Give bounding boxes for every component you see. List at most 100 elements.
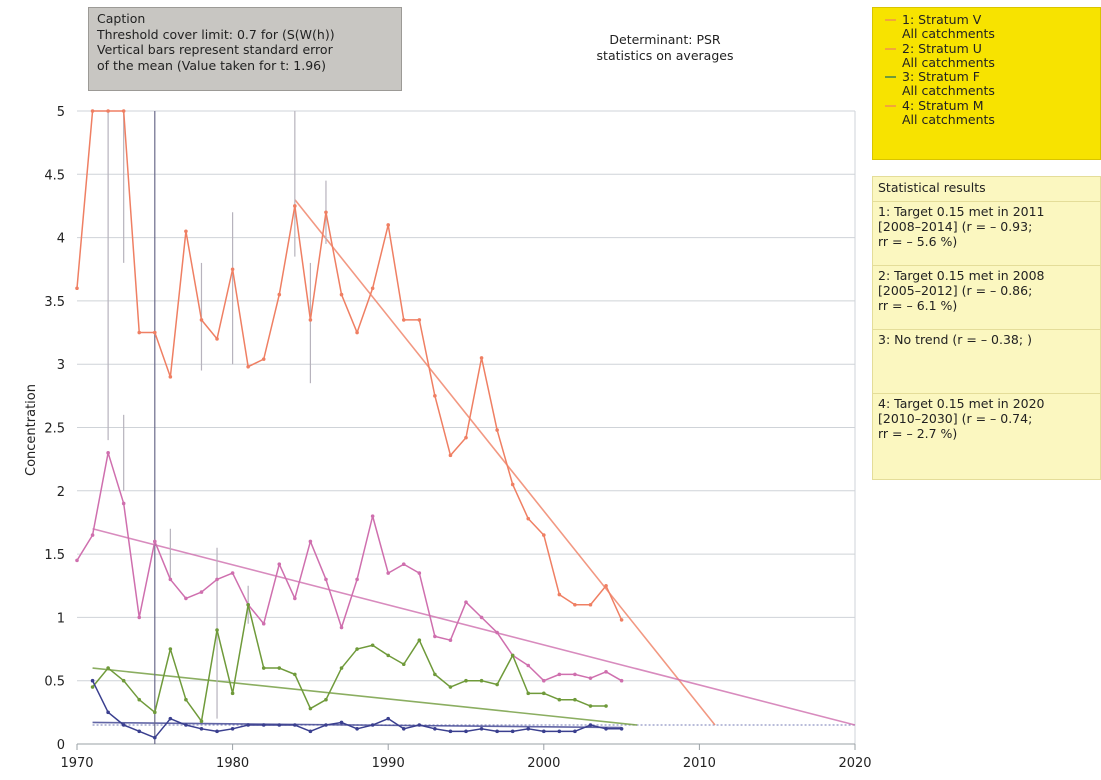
x-tick-label: 1980 xyxy=(216,756,249,771)
legend-item-scope: All catchments xyxy=(902,54,995,70)
legend-item-stratum-u: 2: Stratum U All catchments xyxy=(885,41,1100,71)
legend-swatch xyxy=(885,76,896,79)
data-point xyxy=(339,666,344,670)
data-point xyxy=(75,558,79,563)
legend-item-stratum-v: 1: Stratum V All catchments xyxy=(885,12,1100,42)
data-point xyxy=(308,318,313,322)
data-point xyxy=(199,719,204,724)
chart-axes xyxy=(76,743,856,750)
data-point xyxy=(215,577,219,582)
data-point xyxy=(153,735,157,740)
series-line-1 xyxy=(76,110,623,621)
data-point xyxy=(401,662,406,667)
data-point xyxy=(433,672,437,677)
caption-threshold: Threshold cover limit: 0.7 for (S(W(h)) xyxy=(97,26,335,42)
data-point xyxy=(230,691,235,696)
data-point xyxy=(557,697,562,702)
data-point xyxy=(370,286,375,291)
y-axis-label: Concentration xyxy=(24,384,39,476)
data-point xyxy=(199,590,204,594)
data-point xyxy=(261,621,266,626)
data-point xyxy=(184,723,188,727)
data-point xyxy=(308,539,313,544)
data-point xyxy=(106,710,110,715)
data-point xyxy=(417,318,422,322)
data-point xyxy=(90,685,95,689)
grid-lines xyxy=(77,110,856,745)
stats-result-line: 1: Target 0.15 met in 2011 xyxy=(878,204,1045,219)
data-point xyxy=(184,596,188,601)
data-point xyxy=(542,533,546,537)
data-point xyxy=(464,729,468,734)
data-point xyxy=(526,727,531,731)
statistical-results: Statistical results 1: Target 0.15 met i… xyxy=(872,176,1101,480)
data-point xyxy=(479,356,484,360)
data-point xyxy=(121,678,126,683)
data-point xyxy=(526,663,531,668)
data-point xyxy=(246,364,250,369)
data-point xyxy=(510,729,515,734)
data-point xyxy=(464,435,468,440)
data-point xyxy=(106,451,110,455)
data-point xyxy=(215,628,219,632)
data-point xyxy=(355,647,359,651)
data-point xyxy=(90,533,95,537)
x-tick-label: 2000 xyxy=(527,756,560,771)
data-point xyxy=(542,691,546,696)
determinant-label: Determinant: PSR xyxy=(609,32,721,47)
data-point xyxy=(261,666,266,670)
data-point xyxy=(619,678,624,683)
data-point xyxy=(324,723,328,727)
tick-labels: 0 0.5 1 1.5 2 2.5 3 3.5 4 4.5 5 1970 1980 1990 2000 201… xyxy=(44,105,871,771)
data-point xyxy=(542,678,546,683)
data-point xyxy=(355,330,359,335)
data-point xyxy=(588,676,593,680)
stats-result-4: 4: Target 0.15 met in 2020 [2010–2030] (… xyxy=(873,394,1100,458)
data-point xyxy=(573,602,577,607)
data-point xyxy=(448,453,453,458)
trend-line-1 xyxy=(294,199,716,726)
y-tick-label: 2 xyxy=(57,485,65,500)
data-point xyxy=(495,630,499,635)
data-point xyxy=(588,723,593,727)
stats-result-line: 4: Target 0.15 met in 2020 xyxy=(878,396,1045,411)
data-point xyxy=(168,647,173,651)
data-point xyxy=(153,330,157,335)
data-point xyxy=(479,615,484,620)
data-point xyxy=(433,727,437,731)
data-point xyxy=(495,428,499,432)
legend-item-name: 1: Stratum V xyxy=(902,12,982,27)
data-point xyxy=(604,583,608,588)
data-point xyxy=(526,516,531,521)
data-point xyxy=(417,571,422,575)
data-point xyxy=(573,729,577,734)
data-point xyxy=(557,592,562,597)
data-point xyxy=(401,562,406,567)
data-point xyxy=(153,539,157,544)
legend-swatch xyxy=(885,47,896,50)
data-point xyxy=(277,292,282,297)
data-point xyxy=(246,602,250,607)
legend-item-scope: All catchments xyxy=(902,112,995,128)
data-point xyxy=(557,672,562,677)
data-point xyxy=(199,318,204,322)
data-point xyxy=(277,562,282,567)
legend-item-name: 3: Stratum F xyxy=(902,69,980,85)
data-point xyxy=(106,666,110,670)
data-point xyxy=(588,602,593,607)
x-tick-label: 2010 xyxy=(683,756,716,771)
data-point xyxy=(168,375,173,379)
data-point xyxy=(588,704,593,708)
data-point xyxy=(604,727,608,731)
data-point xyxy=(495,729,499,734)
data-point xyxy=(417,723,422,727)
trend-lines xyxy=(92,199,856,729)
trend-line-3 xyxy=(92,667,638,726)
y-tick-label: 3.5 xyxy=(44,295,65,310)
y-tick-label: 1.5 xyxy=(44,548,65,563)
data-point xyxy=(308,729,313,734)
stats-result-line: 2: Target 0.15 met in 2008 xyxy=(878,268,1045,283)
stats-result-line: [2005–2012] (r = – 0.86; xyxy=(878,283,1033,298)
data-point xyxy=(199,727,204,731)
data-point xyxy=(293,723,297,727)
